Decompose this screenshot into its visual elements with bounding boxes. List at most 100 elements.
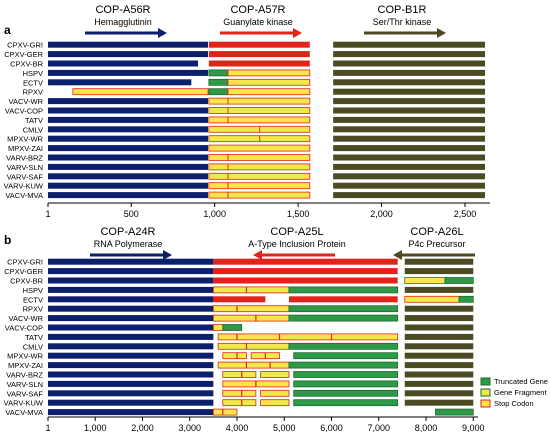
gene-arrowhead-0 (158, 28, 167, 38)
x-tick-label: 2,500 (454, 209, 477, 219)
track-segment (333, 98, 485, 105)
track-segment (288, 296, 398, 303)
track-segment (208, 107, 229, 114)
panel-b-x-axis: 1 1,000 2,000 3,000 4,000 5,000 6,000 7,000 8,00… (45, 416, 485, 432)
strain-label-vacv-cop: VACV-COP (5, 324, 43, 333)
track-segment (404, 352, 474, 359)
track-segment (435, 408, 474, 416)
track-segment (48, 286, 214, 293)
track-segment (208, 191, 229, 199)
track-segment (293, 399, 399, 407)
track-segment (48, 51, 209, 58)
track-segment (333, 126, 485, 133)
strain-label-tatv: TATV (25, 333, 43, 342)
strain-label-cpxv-ger: CPXV-GER (4, 267, 43, 276)
strain-label-varv-sln: VARV-SLN (7, 163, 43, 172)
track-segment (48, 258, 214, 265)
track-segment (208, 125, 261, 133)
panel-a-strain-labels: CPXV-GRICPXV-GERCPXV-BRHSPVECTVRPXVVACV-… (4, 41, 44, 200)
x-tick-label: 4,000 (226, 423, 249, 432)
track-segment (259, 125, 311, 133)
gene-name-0: COP-A56R (95, 4, 150, 16)
x-tick-label: 1,000 (84, 423, 107, 432)
track-segment (217, 333, 399, 341)
track-segment (48, 107, 209, 114)
x-tick-label: 8,000 (415, 423, 438, 432)
track-segment (208, 163, 229, 171)
gene-product-0: RNA Polymerase (94, 239, 163, 249)
gene-product-2: Ser/Thr kinase (373, 17, 432, 27)
strain-label-cpxv-br: CPXV-BR (10, 277, 44, 286)
gene-arrowhead-0 (163, 250, 172, 260)
strain-label-varv-brz: VARV-BRZ (6, 371, 43, 380)
strain-label-cmlv: CMLV (23, 125, 43, 134)
gene-product-0: Hemagglutinin (94, 17, 152, 27)
strain-label-varv-kuw: VARV-KUW (4, 182, 44, 191)
track-segment (333, 41, 485, 48)
track-segment (212, 324, 224, 331)
track-segment (208, 144, 311, 152)
strain-label-cpxv-ger: CPXV-GER (4, 50, 43, 59)
track-segment (208, 172, 229, 180)
track-segment (444, 277, 474, 284)
strain-label-cmlv: CMLV (23, 342, 43, 351)
track-segment (260, 371, 290, 378)
legend: Truncated Gene Gene Fragment Stop Codon (480, 377, 548, 408)
track-segment (260, 389, 290, 397)
strain-label-varv-kuw: VARV-KUW (4, 399, 44, 408)
track-segment (227, 191, 311, 199)
gene-arrowhead-1 (253, 250, 262, 260)
track-segment (48, 343, 214, 350)
track-segment (72, 88, 209, 96)
strain-label-vacv-mva: VACV-MVA (5, 408, 43, 417)
track-segment (222, 324, 243, 331)
track-segment (260, 399, 290, 407)
track-segment (217, 342, 290, 350)
strain-label-mpxv-zai: MPXV-ZAI (8, 361, 43, 370)
strain-label-ectv: ECTV (23, 78, 43, 87)
legend-swatch-2 (480, 399, 491, 408)
track-segment (404, 258, 474, 265)
track-segment (48, 145, 209, 152)
track-segment (48, 69, 209, 76)
track-segment (208, 69, 229, 77)
panel-a-x-axis: 1 500 1,000 1,500 2,000 2,500 (45, 202, 490, 219)
legend-swatch-0 (480, 377, 491, 386)
track-segment (222, 389, 257, 397)
track-segment (333, 51, 485, 58)
track-segment (293, 371, 399, 378)
track-segment (48, 116, 209, 123)
track-segment (404, 277, 446, 284)
track-segment (48, 305, 214, 312)
track-segment (404, 286, 474, 293)
track-segment (404, 362, 474, 369)
track-segment (48, 154, 209, 161)
track-segment (208, 116, 229, 124)
track-segment (404, 333, 474, 340)
track-segment (227, 116, 311, 124)
gene-arrowhead-1 (293, 28, 302, 38)
x-tick-label: 1 (45, 209, 50, 219)
strain-label-mpxv-zai: MPXV-ZAI (8, 144, 43, 153)
track-segment (333, 182, 485, 189)
strain-label-cpxv-gri: CPXV-GRI (7, 41, 43, 50)
track-segment (227, 163, 311, 171)
track-segment (404, 268, 474, 275)
gene-product-2: P4c Precursor (408, 239, 465, 249)
track-segment (208, 41, 310, 48)
track-segment (227, 107, 311, 114)
x-tick-label: 9,000 (462, 423, 485, 432)
x-tick-label: 1,000 (203, 209, 226, 219)
track-segment (404, 371, 474, 378)
x-tick-label: 6,000 (320, 423, 343, 432)
track-segment (48, 41, 209, 48)
track-segment (48, 362, 214, 369)
track-segment (259, 135, 311, 143)
track-segment (48, 324, 214, 331)
panel-a-tracks (48, 41, 485, 199)
track-segment (48, 60, 199, 67)
track-segment (48, 277, 214, 284)
gene-name-2: COP-B1R (378, 4, 427, 16)
